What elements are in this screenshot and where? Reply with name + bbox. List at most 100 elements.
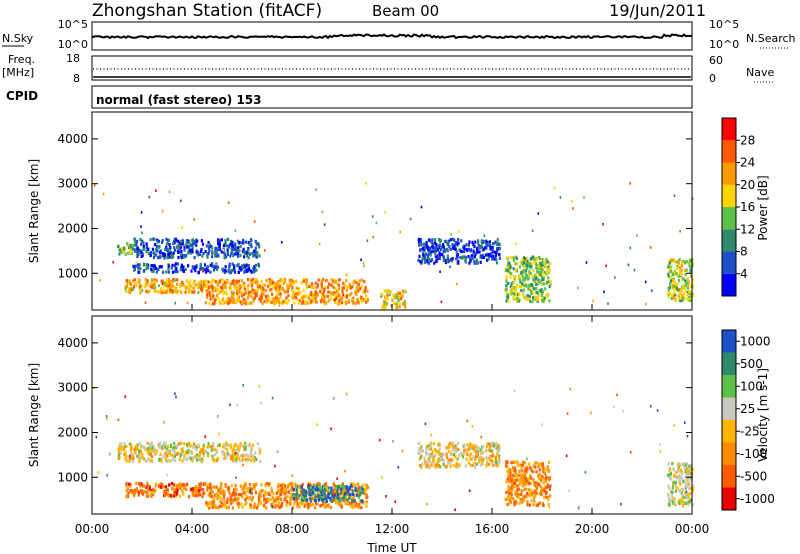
- data-cell: [340, 504, 343, 508]
- data-cell: [468, 454, 471, 458]
- data-cell: [150, 267, 153, 272]
- data-cell: [365, 493, 368, 497]
- data-cell: [234, 448, 238, 452]
- data-cell: [473, 259, 476, 263]
- data-cell: [117, 447, 120, 451]
- data-cell: [530, 261, 533, 265]
- data-cell: [671, 486, 674, 490]
- data-cell: [167, 270, 170, 274]
- data-cell: [437, 463, 441, 467]
- data-cell: [404, 305, 407, 309]
- data-cell: [163, 489, 166, 493]
- data-cell: [675, 271, 678, 275]
- data-cell: [182, 492, 185, 496]
- data-cell: [227, 485, 230, 489]
- data-cell: [684, 470, 687, 474]
- data-cell: [348, 486, 352, 490]
- data-cell: [423, 244, 426, 249]
- data-cell: [181, 268, 184, 272]
- data-cell: [351, 485, 354, 489]
- data-cell: [326, 295, 329, 299]
- data-cell: [142, 244, 145, 248]
- data-cell: [673, 194, 676, 197]
- data-cell: [473, 465, 476, 469]
- data-cell: [312, 298, 315, 303]
- data-cell: [449, 465, 452, 469]
- data-cell: [138, 482, 141, 486]
- data-cell: [479, 260, 482, 264]
- data-cell: [325, 484, 328, 488]
- data-cell: [218, 432, 220, 436]
- data-cell: [264, 484, 267, 488]
- data-cell: [536, 503, 539, 507]
- data-cell: [250, 491, 253, 495]
- data-cell: [177, 255, 180, 260]
- data-cell: [492, 463, 495, 467]
- data-cell: [584, 470, 587, 474]
- data-cell: [210, 255, 214, 259]
- data-cell: [384, 295, 387, 299]
- data-cell: [133, 268, 136, 272]
- data-cell: [223, 256, 226, 260]
- data-cell: [220, 250, 223, 254]
- data-cell: [485, 246, 488, 250]
- data-cell: [445, 452, 448, 456]
- data-cell: [322, 289, 326, 294]
- data-cell: [155, 270, 158, 274]
- data-cell: [476, 454, 479, 458]
- data-cell: [527, 479, 530, 483]
- data-cell: [234, 452, 237, 455]
- data-cell: [165, 245, 168, 249]
- data-cell: [216, 288, 219, 292]
- data-cell: [442, 258, 445, 262]
- data-cell: [535, 491, 538, 495]
- data-cell: [482, 253, 485, 258]
- data-cell: [141, 289, 144, 293]
- data-cell: [224, 484, 227, 488]
- data-cell: [225, 244, 228, 248]
- cpid-label: CPID: [6, 89, 38, 103]
- data-cell: [275, 293, 278, 297]
- data-cell: [541, 260, 544, 265]
- data-cell: [125, 489, 128, 493]
- data-cell: [524, 272, 527, 276]
- data-cell: [310, 282, 314, 286]
- data-cell: [365, 486, 368, 490]
- data-cell: [284, 484, 287, 488]
- data-cell: [675, 282, 678, 286]
- data-cell: [426, 245, 429, 249]
- data-cell: [519, 280, 522, 284]
- data-cell: [434, 246, 437, 250]
- data-cell: [444, 258, 447, 262]
- data-cell: [688, 263, 691, 267]
- data-cell: [224, 503, 227, 507]
- data-cell: [341, 491, 344, 495]
- data-cell: [445, 247, 448, 251]
- data-cell: [295, 279, 298, 283]
- data-cell: [342, 293, 344, 297]
- data-cell: [171, 454, 174, 458]
- data-cell: [247, 301, 250, 306]
- data-cell: [189, 242, 192, 247]
- data-cell: [147, 449, 150, 453]
- data-cell: [250, 487, 253, 491]
- data-cell: [125, 459, 128, 463]
- data-cell: [470, 457, 473, 461]
- data-cell: [134, 445, 137, 449]
- data-cell: [317, 498, 320, 502]
- data-cell: [255, 268, 258, 272]
- data-cell: [430, 455, 433, 459]
- data-cell: [248, 483, 251, 487]
- data-cell: [456, 282, 458, 286]
- data-cell: [138, 449, 141, 453]
- data-cell: [301, 483, 304, 487]
- data-cell: [509, 275, 512, 279]
- data-cell: [644, 280, 647, 284]
- power-y-axis-label: Slant Range [km]: [27, 159, 41, 263]
- data-cell: [187, 443, 190, 447]
- data-cell: [261, 302, 264, 306]
- x-axis-ticks: 00:00 04:00 08:00 12:00 16:00 20:00 00:00: [75, 304, 709, 536]
- data-cell: [518, 493, 521, 497]
- data-cell: [249, 290, 252, 294]
- data-cell: [542, 277, 545, 282]
